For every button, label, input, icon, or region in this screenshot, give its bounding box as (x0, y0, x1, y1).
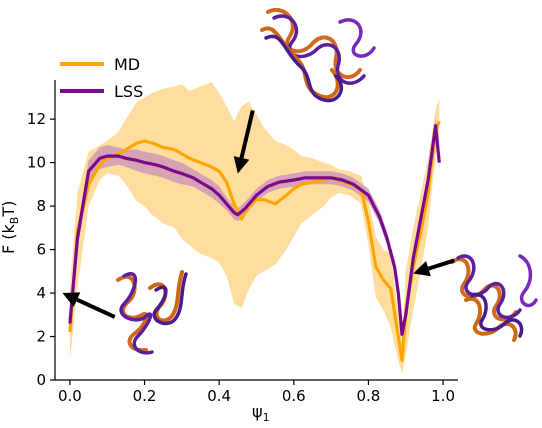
legend-label-lss: LSS (114, 82, 143, 101)
uncertainty-bands (69, 82, 440, 374)
y-tick-label: 10 (27, 154, 46, 172)
axes: 0 2 4 6 8 10 12 0.0 0.2 0.4 0.6 0.8 1.0 (27, 80, 458, 405)
y-tick-label: 0 (36, 371, 46, 389)
series-line-lss (68, 124, 441, 336)
x-tick-label: 0.4 (207, 387, 231, 405)
series-lines (68, 120, 441, 362)
legend: MD LSS (60, 55, 143, 101)
y-tick-label: 4 (36, 284, 46, 302)
x-tick-label: 0.6 (282, 387, 306, 405)
annotation-arrows (62, 109, 455, 319)
series-line-md (68, 120, 441, 362)
protein-structure-right-image (450, 254, 538, 342)
y-tick-label: 8 (36, 197, 46, 215)
y-axis-label: F (kBT) (0, 201, 21, 254)
x-tick-label: 1.0 (431, 387, 455, 405)
band-md (69, 82, 440, 374)
arrow-head (62, 292, 81, 307)
y-tick-label: 6 (36, 241, 46, 259)
protein-structure-top-image (260, 8, 376, 103)
y-tick-label: 2 (36, 328, 46, 346)
arrow-shaft (239, 109, 255, 159)
x-tick-label: 0.2 (133, 387, 157, 405)
arrow-shaft (427, 258, 455, 271)
arrow-head (233, 156, 250, 174)
protein-structure-left-image (116, 270, 188, 355)
legend-label-md: MD (114, 55, 140, 74)
arrow-head (413, 261, 431, 277)
x-tick-label: 0.8 (357, 387, 381, 405)
x-tick-label: 0.0 (58, 387, 82, 405)
x-axis-label: ψ1 (252, 402, 270, 424)
arrow-shaft (76, 297, 116, 319)
y-tick-label: 12 (27, 110, 46, 128)
band-lss (69, 117, 440, 339)
